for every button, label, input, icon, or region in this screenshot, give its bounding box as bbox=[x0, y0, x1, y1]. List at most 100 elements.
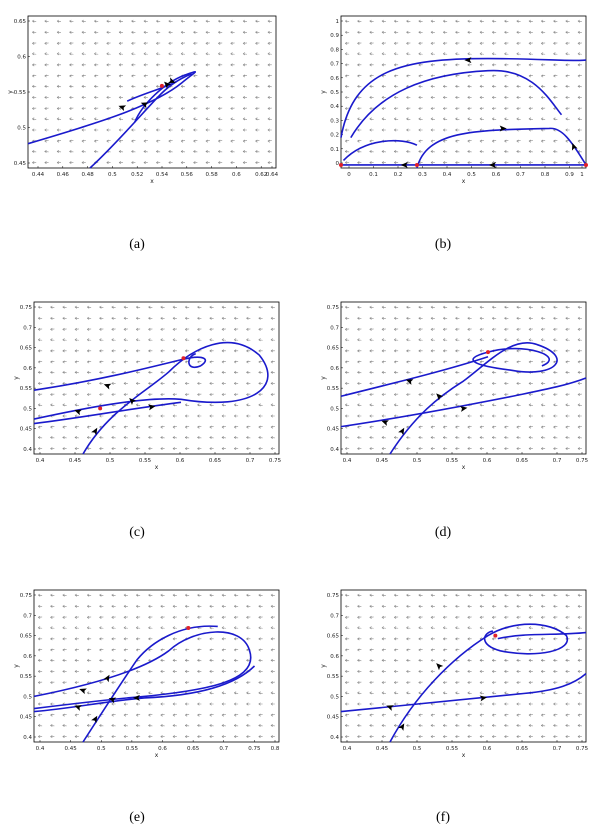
field-arrow bbox=[233, 691, 239, 695]
field-arrow bbox=[160, 626, 165, 630]
field-arrow bbox=[135, 414, 141, 418]
field-arrow bbox=[565, 735, 570, 739]
field-arrow bbox=[246, 393, 251, 396]
field-arrow bbox=[442, 615, 448, 619]
field-arrow bbox=[393, 414, 399, 418]
field-arrow bbox=[106, 128, 111, 132]
field-arrow bbox=[106, 41, 111, 45]
field-arrow bbox=[577, 436, 582, 439]
field-arrow bbox=[344, 30, 350, 34]
field-arrow bbox=[381, 735, 386, 739]
field-arrow bbox=[148, 316, 153, 320]
field-arrow bbox=[455, 713, 460, 717]
field-arrow bbox=[184, 327, 190, 331]
y-tick-label: 0.45 bbox=[20, 427, 33, 433]
field-arrow bbox=[565, 128, 570, 132]
field-arrow bbox=[504, 30, 509, 34]
y-tick-label: 0.45 bbox=[327, 427, 340, 433]
field-arrow bbox=[69, 95, 74, 99]
field-arrow bbox=[62, 637, 67, 641]
field-arrow bbox=[99, 735, 104, 739]
field-arrow bbox=[504, 724, 509, 727]
field-arrow bbox=[230, 74, 235, 78]
field-arrow bbox=[406, 370, 411, 374]
field-arrow bbox=[135, 381, 141, 385]
field-arrow bbox=[258, 349, 263, 353]
field-arrow bbox=[135, 604, 141, 608]
field-arrow bbox=[418, 593, 423, 597]
field-arrow bbox=[148, 414, 153, 418]
field-arrow bbox=[156, 74, 161, 78]
field-arrow bbox=[86, 724, 92, 727]
field-arrow bbox=[205, 30, 210, 34]
x-tick-label: 0.2 bbox=[394, 172, 403, 178]
field-arrow bbox=[479, 669, 484, 673]
field-arrow bbox=[50, 713, 55, 717]
field-arrow bbox=[467, 713, 472, 717]
field-arrow bbox=[205, 128, 210, 132]
field-arrow bbox=[209, 414, 214, 418]
field-arrow bbox=[111, 648, 116, 652]
field-arrow bbox=[143, 63, 148, 67]
direction-arrowhead bbox=[571, 142, 578, 151]
field-arrow bbox=[455, 436, 460, 439]
field-arrow bbox=[491, 615, 497, 619]
field-arrow bbox=[74, 735, 79, 739]
field-arrow bbox=[205, 95, 210, 99]
field-arrow bbox=[180, 117, 186, 121]
field-arrow bbox=[50, 349, 55, 353]
field-arrow bbox=[99, 381, 104, 385]
field-arrow bbox=[528, 658, 533, 662]
field-arrow bbox=[156, 41, 161, 45]
field-arrow bbox=[168, 128, 173, 132]
field-arrow bbox=[467, 139, 472, 143]
direction-arrowhead bbox=[103, 674, 110, 683]
field-arrow bbox=[270, 327, 275, 331]
field-arrow bbox=[44, 117, 49, 121]
field-arrow bbox=[62, 425, 67, 429]
field-arrow bbox=[99, 604, 104, 608]
field-arrow bbox=[160, 604, 165, 608]
field-arrow bbox=[344, 95, 350, 99]
field-arrow bbox=[209, 713, 214, 717]
field-arrow bbox=[344, 338, 350, 342]
field-arrow bbox=[369, 681, 374, 684]
field-arrow bbox=[160, 713, 165, 717]
field-arrow bbox=[168, 161, 173, 165]
field-arrow bbox=[62, 414, 67, 418]
field-arrow bbox=[381, 669, 386, 673]
field-arrow bbox=[565, 161, 570, 165]
field-arrow bbox=[172, 626, 177, 630]
field-arrow bbox=[172, 735, 177, 739]
field-arrow bbox=[491, 84, 497, 88]
direction-arrowhead bbox=[132, 694, 140, 701]
field-arrow bbox=[577, 30, 582, 34]
field-arrow bbox=[50, 648, 55, 652]
field-arrow bbox=[209, 691, 214, 695]
field-arrow bbox=[123, 305, 128, 309]
field-arrow bbox=[504, 41, 509, 45]
field-arrow bbox=[393, 370, 399, 374]
field-arrow bbox=[577, 84, 582, 88]
panel-c: 0.4 0.45 0.5 0.55 0.6 0.65 0.7 0.750.40.450.50.… bbox=[13, 302, 282, 471]
field-arrow bbox=[577, 19, 582, 23]
field-arrow bbox=[135, 403, 141, 407]
field-arrow bbox=[528, 414, 533, 418]
field-arrow bbox=[565, 30, 570, 34]
field-arrow bbox=[381, 681, 386, 684]
field-arrow bbox=[516, 713, 521, 717]
field-arrow bbox=[148, 305, 153, 309]
field-arrow bbox=[553, 74, 558, 78]
field-arrow bbox=[381, 63, 386, 67]
field-arrow bbox=[430, 648, 435, 652]
field-arrow bbox=[270, 381, 275, 385]
field-arrow bbox=[44, 84, 49, 88]
field-arrow bbox=[491, 327, 497, 331]
y-tick-label: 0.1 bbox=[330, 147, 339, 153]
field-arrow bbox=[74, 648, 79, 652]
field-arrow bbox=[258, 637, 263, 641]
field-arrow bbox=[406, 637, 411, 641]
field-arrow bbox=[577, 626, 582, 630]
field-arrow bbox=[218, 30, 223, 34]
field-arrow bbox=[197, 403, 202, 407]
